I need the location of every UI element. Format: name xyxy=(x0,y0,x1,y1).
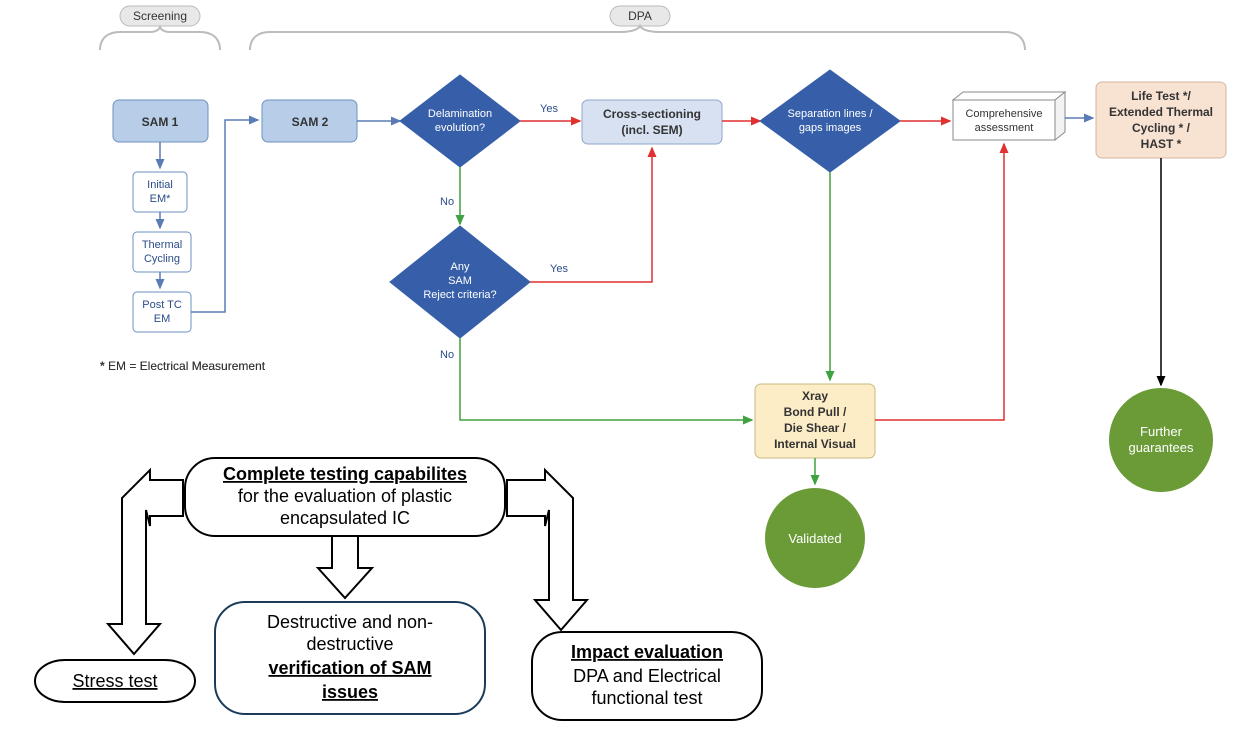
svg-text:issues: issues xyxy=(322,682,378,702)
svg-text:Cross-sectioning: Cross-sectioning xyxy=(603,107,701,121)
stress-test-bubble: Stress test xyxy=(35,660,195,702)
edge xyxy=(875,144,1004,420)
svg-text:Impact evaluation: Impact evaluation xyxy=(571,642,723,662)
edge xyxy=(191,120,258,312)
cross-sectioning-node: Cross-sectioning (incl. SEM) xyxy=(582,100,722,144)
edge xyxy=(460,338,752,420)
sam1-node: SAM 1 xyxy=(113,100,208,142)
no-label: No xyxy=(440,196,454,208)
hollow-arrow-right xyxy=(507,470,587,630)
any-sam-diamond: Any SAM Reject criteria? xyxy=(390,226,530,338)
footnote-text: * EM = Electrical Measurement xyxy=(100,359,266,373)
no-label-2: No xyxy=(440,349,454,361)
svg-text:Comprehensive: Comprehensive xyxy=(965,108,1042,120)
svg-text:Cycling * /: Cycling * / xyxy=(1132,121,1191,135)
svg-text:Die Shear /: Die Shear / xyxy=(784,421,847,435)
svg-text:Delamination: Delamination xyxy=(428,108,492,120)
screening-group: Screening xyxy=(100,6,220,50)
svg-text:Any: Any xyxy=(451,261,470,273)
dpa-group: DPA xyxy=(250,6,1025,50)
svg-text:Cycling: Cycling xyxy=(144,253,180,265)
svg-text:Bond Pull /: Bond Pull / xyxy=(784,405,847,419)
yes-label: Yes xyxy=(540,103,558,115)
svg-text:destructive: destructive xyxy=(306,634,393,654)
svg-text:DPA and Electrical: DPA and Electrical xyxy=(573,666,721,686)
svg-text:Destructive and non-: Destructive and non- xyxy=(267,612,433,632)
life-test-node: Life Test */ Extended Thermal Cycling * … xyxy=(1096,82,1226,158)
svg-text:Separation lines /: Separation lines / xyxy=(788,108,874,120)
validated-node: Validated xyxy=(765,488,865,588)
svg-text:encapsulated IC: encapsulated IC xyxy=(280,508,410,528)
delamination-diamond: Delamination evolution? xyxy=(400,75,520,167)
svg-text:evolution?: evolution? xyxy=(435,122,485,134)
svg-text:functional test: functional test xyxy=(591,688,702,708)
svg-text:gaps images: gaps images xyxy=(799,122,862,134)
svg-text:EM: EM xyxy=(154,313,171,325)
svg-text:SAM: SAM xyxy=(448,275,472,287)
verification-bubble: Destructive and non- destructive verific… xyxy=(215,602,485,714)
svg-text:assessment: assessment xyxy=(975,122,1034,134)
xray-node: Xray Bond Pull / Die Shear / Internal Vi… xyxy=(755,384,875,458)
post-tc-em-node: Post TC EM xyxy=(133,292,191,332)
svg-text:Further: Further xyxy=(1140,424,1183,439)
complete-testing-bubble: Complete testing capabilites for the eva… xyxy=(185,458,505,536)
svg-text:SAM 2: SAM 2 xyxy=(292,115,329,129)
svg-text:Post TC: Post TC xyxy=(142,299,182,311)
yes-label-2: Yes xyxy=(550,263,568,275)
svg-text:EM*: EM* xyxy=(150,193,172,205)
svg-text:Complete testing capabilites: Complete testing capabilites xyxy=(223,464,467,484)
svg-text:Xray: Xray xyxy=(802,389,828,403)
svg-text:guarantees: guarantees xyxy=(1128,440,1194,455)
initial-em-node: Initial EM* xyxy=(133,172,187,212)
further-guarantees-node: Further guarantees xyxy=(1109,388,1213,492)
thermal-cycling-node: Thermal Cycling xyxy=(133,232,191,272)
flowchart: Screening DPA SAM 1 Initial EM* Thermal … xyxy=(0,0,1257,754)
separation-diamond: Separation lines / gaps images xyxy=(760,70,900,172)
comprehensive-assessment-node: Comprehensive assessment xyxy=(953,92,1065,140)
impact-evaluation-bubble: Impact evaluation DPA and Electrical fun… xyxy=(532,632,762,720)
svg-text:Life Test */: Life Test */ xyxy=(1131,89,1191,103)
hollow-arrow-down xyxy=(318,536,372,598)
svg-text:verification of SAM: verification of SAM xyxy=(268,658,431,678)
hollow-arrow-left xyxy=(108,470,185,658)
svg-text:Extended Thermal: Extended Thermal xyxy=(1109,105,1213,119)
svg-text:SAM 1: SAM 1 xyxy=(142,115,179,129)
svg-text:Stress test: Stress test xyxy=(72,671,157,691)
dpa-label: DPA xyxy=(628,9,652,23)
svg-text:Validated: Validated xyxy=(788,531,841,546)
svg-text:Internal Visual: Internal Visual xyxy=(774,437,856,451)
edge xyxy=(530,148,652,282)
sam2-node: SAM 2 xyxy=(262,100,357,142)
screening-label: Screening xyxy=(133,9,187,23)
svg-text:Reject criteria?: Reject criteria? xyxy=(423,289,496,301)
svg-text:Initial: Initial xyxy=(147,179,173,191)
svg-text:(incl. SEM): (incl. SEM) xyxy=(621,123,682,137)
svg-text:for the evaluation of plastic: for the evaluation of plastic xyxy=(238,486,452,506)
svg-text:Thermal: Thermal xyxy=(142,239,182,251)
svg-text:HAST *: HAST * xyxy=(1141,137,1182,151)
